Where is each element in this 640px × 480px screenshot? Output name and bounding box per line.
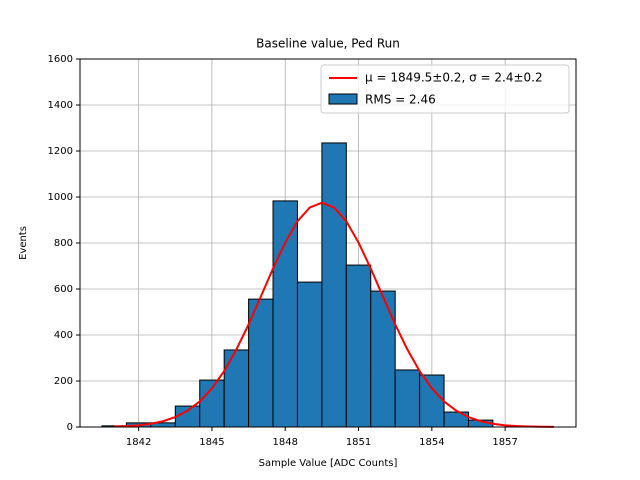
y-axis-label: Events xyxy=(18,226,29,260)
x-tick-label: 1857 xyxy=(492,437,517,448)
y-tick-label: 800 xyxy=(54,238,73,249)
bar xyxy=(394,369,421,428)
fit-line xyxy=(114,201,555,428)
legend-box xyxy=(320,64,570,114)
y-tick-label: 1600 xyxy=(48,54,73,65)
x-tick-label: 1851 xyxy=(346,437,371,448)
y-tick-label: 0 xyxy=(67,422,73,433)
y-tick-label: 200 xyxy=(54,376,73,387)
legend-label: μ = 1849.5±0.2, σ = 2.4±0.2 xyxy=(365,71,543,85)
y-tick-label: 1000 xyxy=(48,192,73,203)
x-axis-label: Sample Value [ADC Counts] xyxy=(259,458,398,469)
bar xyxy=(174,405,201,428)
bar xyxy=(223,349,250,428)
legend-label: RMS = 2.46 xyxy=(365,93,436,107)
y-tick-label: 1400 xyxy=(48,100,73,111)
y-tick-label: 400 xyxy=(54,330,73,341)
x-tick-label: 1842 xyxy=(126,437,151,448)
x-tick-label: 1854 xyxy=(419,437,444,448)
chart-title: Baseline value, Ped Run xyxy=(256,37,400,51)
x-tick-label: 1845 xyxy=(199,437,224,448)
x-tick-label: 1848 xyxy=(273,437,298,448)
bar xyxy=(296,281,323,428)
bar xyxy=(419,374,445,428)
y-tick-label: 600 xyxy=(54,284,73,295)
bar xyxy=(370,290,396,428)
bar xyxy=(272,200,298,428)
y-tick-label: 1200 xyxy=(48,146,73,157)
bar xyxy=(321,142,347,428)
legend-patch xyxy=(328,93,358,105)
bar xyxy=(248,298,274,428)
plot-frame xyxy=(79,58,577,428)
bar xyxy=(345,264,372,428)
